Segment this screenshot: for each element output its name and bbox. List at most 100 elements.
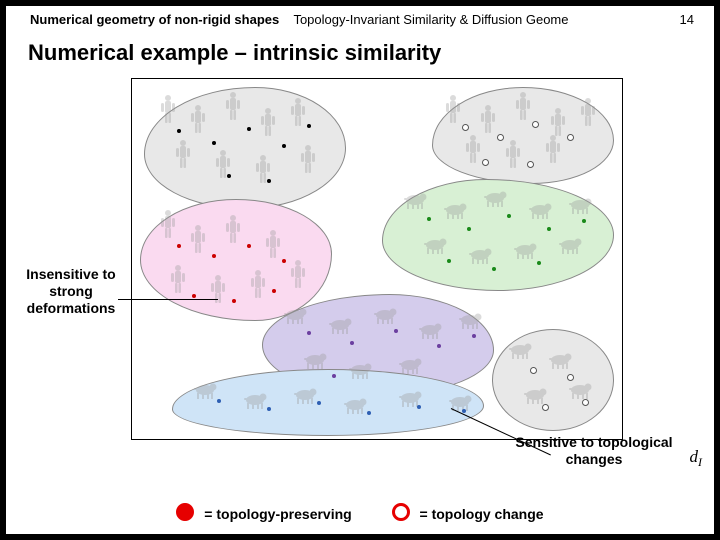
animal-silhouette (442, 199, 468, 219)
data-point (307, 124, 311, 128)
human-silhouette (157, 209, 179, 239)
human-silhouette (547, 107, 569, 137)
data-point (317, 401, 321, 405)
animal-silhouette (417, 319, 443, 339)
legend: = topology-preserving = topology change (6, 503, 714, 522)
data-point (427, 217, 431, 221)
data-point (177, 244, 181, 248)
scatter-figure (131, 78, 623, 440)
header-right: Topology-Invariant Similarity & Diffusio… (293, 12, 568, 27)
animal-silhouette (482, 187, 508, 207)
animal-silhouette (422, 234, 448, 254)
data-point (537, 261, 541, 265)
human-silhouette (287, 259, 309, 289)
human-silhouette (502, 139, 524, 169)
red-open-icon (392, 503, 410, 521)
header: Numerical geometry of non-rigid shapes T… (30, 12, 714, 27)
human-silhouette (167, 264, 189, 294)
human-silhouette (257, 107, 279, 137)
animal-silhouette (192, 379, 218, 399)
animal-silhouette (567, 379, 593, 399)
label-sensitive: Sensitive to topological changes dI (514, 434, 674, 468)
data-point (212, 141, 216, 145)
data-point (247, 244, 251, 248)
animal-silhouette (457, 309, 483, 329)
header-left: Numerical geometry of non-rigid shapes (30, 12, 279, 27)
data-point (582, 219, 586, 223)
human-silhouette (172, 139, 194, 169)
data-point (530, 367, 537, 374)
data-point (527, 161, 534, 168)
data-point (227, 174, 231, 178)
human-silhouette (262, 229, 284, 259)
human-silhouette (222, 91, 244, 121)
data-point (467, 227, 471, 231)
human-silhouette (577, 97, 599, 127)
legend-filled: = topology-preserving (176, 503, 351, 522)
animal-silhouette (507, 339, 533, 359)
data-point (217, 399, 221, 403)
data-point (582, 399, 589, 406)
human-silhouette (512, 91, 534, 121)
human-silhouette (477, 104, 499, 134)
human-silhouette (462, 134, 484, 164)
human-silhouette (187, 104, 209, 134)
animal-silhouette (402, 189, 428, 209)
data-point (232, 299, 236, 303)
human-silhouette (247, 269, 269, 299)
animal-silhouette (292, 384, 318, 404)
data-point (437, 344, 441, 348)
data-point (492, 267, 496, 271)
human-silhouette (442, 94, 464, 124)
connector-left (118, 299, 218, 300)
slide: Numerical geometry of non-rigid shapes T… (6, 6, 714, 534)
animal-silhouette (527, 199, 553, 219)
data-point (212, 254, 216, 258)
data-point (350, 341, 354, 345)
animal-silhouette (242, 389, 268, 409)
human-silhouette (157, 94, 179, 124)
data-point (447, 259, 451, 263)
data-point (482, 159, 489, 166)
data-point (332, 374, 336, 378)
human-silhouette (542, 134, 564, 164)
animal-silhouette (342, 394, 368, 414)
animal-silhouette (327, 314, 353, 334)
animal-silhouette (512, 239, 538, 259)
animal-silhouette (302, 349, 328, 369)
d-sub-i: dI (690, 447, 703, 470)
animal-silhouette (397, 354, 423, 374)
data-point (282, 144, 286, 148)
human-silhouette (297, 144, 319, 174)
human-silhouette (287, 97, 309, 127)
human-silhouette (222, 214, 244, 244)
data-point (394, 329, 398, 333)
animal-silhouette (522, 384, 548, 404)
data-point (507, 214, 511, 218)
data-point (192, 294, 196, 298)
page-number: 14 (680, 12, 694, 27)
data-point (542, 404, 549, 411)
legend-open: = topology change (392, 503, 544, 522)
animal-silhouette (282, 304, 308, 324)
animal-silhouette (547, 349, 573, 369)
human-silhouette (187, 224, 209, 254)
data-point (282, 259, 286, 263)
data-point (307, 331, 311, 335)
data-point (567, 134, 574, 141)
data-point (472, 334, 476, 338)
data-point (417, 405, 421, 409)
data-point (177, 129, 181, 133)
animal-silhouette (397, 387, 423, 407)
animal-silhouette (347, 359, 373, 379)
data-point (247, 127, 251, 131)
data-point (267, 407, 271, 411)
animal-silhouette (372, 304, 398, 324)
data-point (272, 289, 276, 293)
label-insensitive: Insensitive to strong deformations (16, 266, 126, 316)
data-point (267, 179, 271, 183)
red-filled-icon (176, 503, 194, 521)
data-point (547, 227, 551, 231)
slide-title: Numerical example – intrinsic similarity (28, 40, 441, 66)
data-point (567, 374, 574, 381)
